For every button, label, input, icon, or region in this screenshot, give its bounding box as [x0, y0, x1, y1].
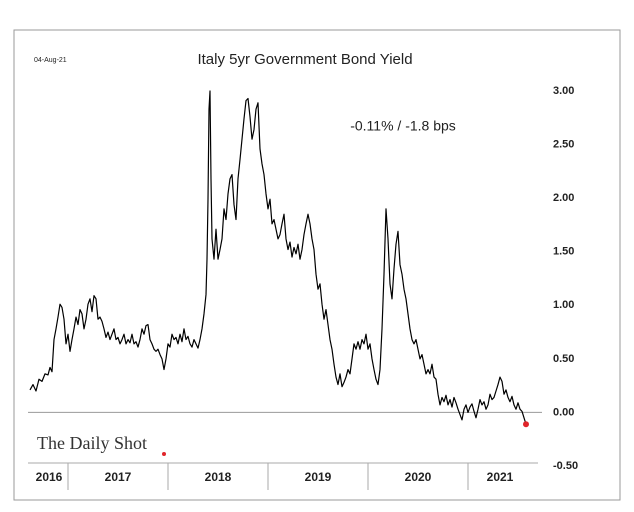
chart-title: Italy 5yr Government Bond Yield: [197, 51, 412, 68]
logo-dot: [162, 452, 166, 456]
y-tick-label: 1.50: [553, 246, 574, 258]
last-point: [523, 421, 529, 428]
x-tick-label: 2017: [105, 470, 132, 484]
y-tick-label: -0.50: [553, 460, 578, 472]
x-tick-label: 2020: [405, 470, 432, 484]
y-tick-label: 0.00: [553, 406, 574, 418]
y-tick-label: 1.00: [553, 299, 574, 311]
x-tick-label: 2018: [205, 470, 232, 484]
y-tick-label: 3.00: [553, 85, 574, 97]
y-tick-label: 2.00: [553, 192, 574, 204]
chart-frame: [13, 29, 621, 501]
source-logo: The Daily Shot: [37, 433, 147, 453]
y-tick-label: 0.50: [553, 353, 574, 365]
x-tick-label: 2019: [305, 470, 332, 484]
x-tick-label: 2016: [36, 470, 63, 484]
chart-date: 04-Aug-21: [34, 57, 67, 64]
y-tick-label: 2.50: [553, 138, 574, 150]
x-tick-label: 2021: [487, 470, 514, 484]
annotation: -0.11% / -1.8 bps: [350, 118, 456, 134]
yield-line: [29, 90, 527, 425]
